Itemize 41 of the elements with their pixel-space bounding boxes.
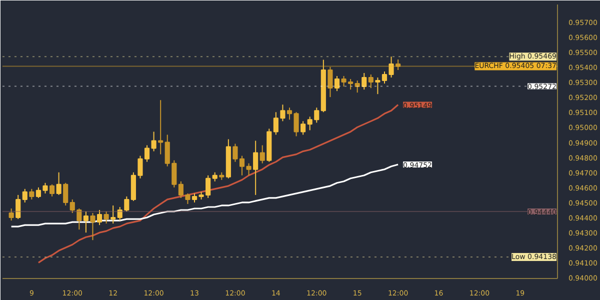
- candlestick: [158, 100, 164, 155]
- candlestick: [260, 144, 265, 164]
- line-series: [38, 104, 399, 264]
- candlestick: [362, 72, 367, 90]
- candlestick: [368, 74, 374, 89]
- candlestick: [354, 80, 360, 94]
- candlestick: [16, 194, 21, 220]
- candlestick: [280, 104, 286, 122]
- candlestick: [83, 211, 88, 234]
- candlestick: [49, 184, 55, 197]
- candlestick: [341, 76, 346, 88]
- candlestick: [110, 204, 116, 224]
- candlestick: [396, 58, 401, 70]
- candlestick: [70, 198, 75, 214]
- candlestick: [178, 180, 184, 198]
- candlestick: [90, 212, 96, 241]
- candlestick: [246, 162, 252, 176]
- candlestick: [328, 66, 333, 98]
- candlestick: [273, 112, 278, 136]
- candlestick: [29, 188, 34, 200]
- candlestick: [104, 211, 109, 224]
- candlestick: [56, 172, 62, 196]
- line-series: [10, 164, 399, 228]
- candlestick: [96, 210, 102, 226]
- candlestick: [8, 208, 14, 222]
- candlestick: [22, 188, 28, 203]
- candlestick: [253, 140, 258, 196]
- candlestick: [375, 77, 380, 95]
- candlestick: [124, 196, 130, 212]
- candlestick: [334, 76, 340, 92]
- candlestick: [185, 192, 190, 204]
- candlestick: [192, 192, 198, 203]
- candlestick: [76, 208, 82, 230]
- candlestick: [63, 182, 68, 206]
- candlestick: [300, 120, 306, 136]
- candlestick: [151, 131, 156, 152]
- candlestick: [212, 172, 218, 182]
- candlestick: [144, 144, 150, 162]
- candlestick: [206, 174, 211, 198]
- candlestick: [117, 206, 122, 222]
- candlestick: [348, 78, 354, 90]
